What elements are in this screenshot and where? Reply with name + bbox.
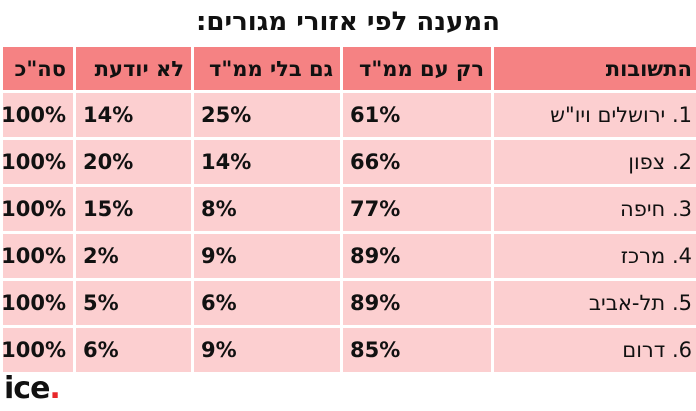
also-without-cell: 6%	[194, 281, 340, 325]
also-without-cell: 9%	[194, 234, 340, 278]
total-cell: 100%	[1, 328, 73, 372]
answer-cell: 5. תל-אביב	[494, 281, 696, 325]
results-table: התשובות רק עם ממ"ד גם בלי ממ"ד לא יודעת …	[0, 44, 696, 375]
row-number: 4.	[671, 244, 692, 268]
logo-dot: .	[49, 371, 60, 406]
header-total: סה"כ	[3, 47, 73, 90]
row-number: 3.	[671, 197, 692, 221]
only-mamad-cell: 89%	[343, 234, 491, 278]
answer-label: ירושלים ויו"ש	[550, 103, 666, 127]
dont-know-cell: 14%	[76, 93, 191, 137]
row-number: 5.	[671, 291, 692, 315]
answer-label: דרום	[622, 338, 666, 362]
table-row: 4. מרכז 89% 9% 2% 100%	[1, 234, 696, 278]
dont-know-cell: 6%	[76, 328, 191, 372]
also-without-cell: 25%	[194, 93, 340, 137]
answer-label: תל-אביב	[588, 291, 666, 315]
row-number: 1.	[671, 103, 692, 127]
answer-cell: 6. דרום	[494, 328, 696, 372]
only-mamad-cell: 66%	[343, 140, 491, 184]
ice-logo: ice.	[4, 371, 61, 406]
row-number: 6.	[671, 338, 692, 362]
answer-cell: 3. חיפה	[494, 187, 696, 231]
answer-cell: 2. צפון	[494, 140, 696, 184]
answer-cell: 1. ירושלים ויו"ש	[494, 93, 696, 137]
header-only-mamad: רק עם ממ"ד	[343, 47, 491, 90]
only-mamad-cell: 77%	[343, 187, 491, 231]
answer-label: מרכז	[620, 244, 666, 268]
page-title: המענה לפי אזורי מגורים:	[195, 7, 500, 37]
table-header-row: התשובות רק עם ממ"ד גם בלי ממ"ד לא יודעת …	[3, 47, 696, 90]
header-answers: התשובות	[494, 47, 696, 90]
also-without-cell: 8%	[194, 187, 340, 231]
only-mamad-cell: 85%	[343, 328, 491, 372]
only-mamad-cell: 61%	[343, 93, 491, 137]
row-number: 2.	[671, 150, 692, 174]
dont-know-cell: 15%	[76, 187, 191, 231]
answer-label: חיפה	[619, 197, 666, 221]
table-row: 3. חיפה 77% 8% 15% 100%	[1, 187, 696, 231]
only-mamad-cell: 89%	[343, 281, 491, 325]
header-also-without-mamad: גם בלי ממ"ד	[194, 47, 340, 90]
dont-know-cell: 5%	[76, 281, 191, 325]
dont-know-cell: 20%	[76, 140, 191, 184]
answer-label: צפון	[628, 150, 666, 174]
also-without-cell: 9%	[194, 328, 340, 372]
answer-cell: 4. מרכז	[494, 234, 696, 278]
total-cell: 100%	[1, 93, 73, 137]
table-row: 6. דרום 85% 9% 6% 100%	[1, 328, 696, 372]
table-row: 5. תל-אביב 89% 6% 5% 100%	[1, 281, 696, 325]
dont-know-cell: 2%	[76, 234, 191, 278]
header-dont-know: לא יודעת	[76, 47, 191, 90]
also-without-cell: 14%	[194, 140, 340, 184]
table-row: 2. צפון 66% 14% 20% 100%	[1, 140, 696, 184]
table-row: 1. ירושלים ויו"ש 61% 25% 14% 100%	[1, 93, 696, 137]
total-cell: 100%	[1, 140, 73, 184]
total-cell: 100%	[1, 234, 73, 278]
total-cell: 100%	[1, 281, 73, 325]
logo-text: ice	[4, 371, 50, 406]
total-cell: 100%	[1, 187, 73, 231]
